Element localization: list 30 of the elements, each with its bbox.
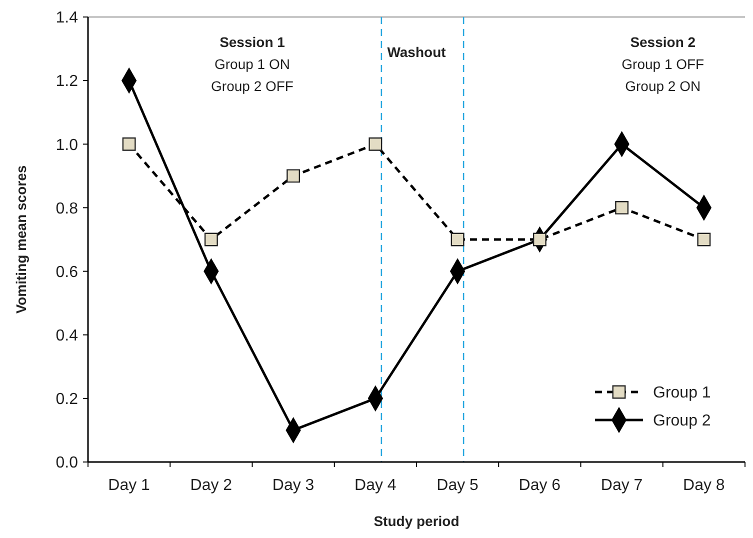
y-axis-title: Vomiting mean scores	[13, 165, 29, 314]
x-tick-label: Day 7	[600, 477, 643, 494]
x-tick-label: Day 3	[272, 477, 314, 494]
x-tick-label: Day 2	[190, 477, 232, 494]
y-tick-label: 0.4	[56, 327, 78, 344]
y-tick-label: 1.0	[56, 136, 78, 154]
y-tick-label: 0.2	[56, 391, 78, 408]
x-tick-label: Day 4	[354, 477, 396, 494]
annotation: Washout	[387, 44, 446, 60]
legend-label: Group 2	[653, 412, 711, 430]
point	[286, 169, 300, 183]
x-axis-title: Study period	[374, 513, 460, 529]
annotation: Session 1 Group 1 ON Group 2 OFF	[211, 34, 294, 94]
y-tick-label: 0.8	[56, 200, 78, 218]
point	[615, 200, 629, 214]
x-tick-label: Day 8	[683, 477, 725, 494]
y-tick-label: 1.4	[56, 10, 78, 27]
legend-label: Group 1	[653, 384, 711, 402]
y-tick-label: 0.0	[56, 454, 78, 472]
point	[122, 137, 136, 151]
x-tick-label: Day 1	[108, 477, 150, 494]
point	[450, 232, 464, 246]
x-tick-label: Day 6	[518, 477, 561, 494]
point	[697, 232, 711, 246]
point	[204, 232, 218, 246]
y-tick-label: 0.6	[56, 264, 78, 281]
x-tick-label: Day 5	[436, 477, 479, 494]
annotation: Session 2 Group 1 OFF Group 2 ON	[622, 34, 704, 94]
y-tick-label: 1.2	[56, 73, 78, 90]
point	[368, 137, 382, 151]
